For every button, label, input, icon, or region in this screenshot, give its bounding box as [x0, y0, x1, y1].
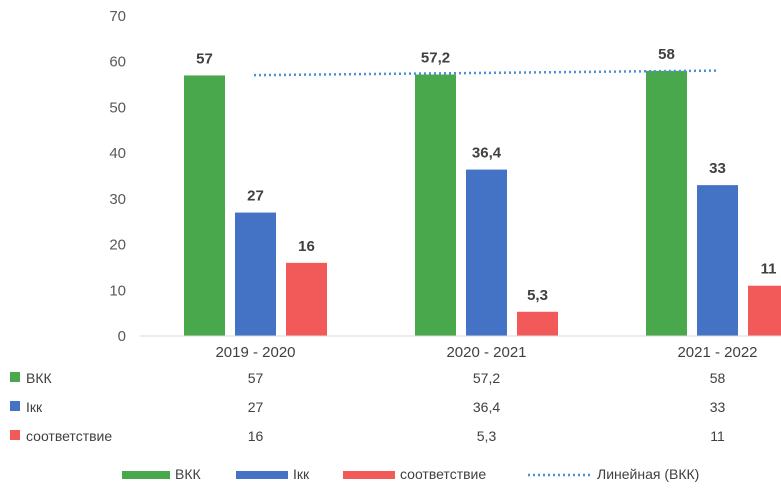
legend-label: соответствие	[400, 466, 486, 482]
bar	[748, 285, 781, 336]
y-tick-label: 40	[109, 145, 126, 162]
trendline	[253, 69, 719, 77]
category-labels: 2019 - 2020 2020 - 2021 2021 - 2022	[140, 335, 781, 361]
legend-swatch	[343, 471, 395, 479]
bar	[184, 75, 225, 336]
y-tick-label: 60	[109, 54, 126, 71]
y-tick-label: 30	[109, 191, 126, 208]
table-row-label: соответствие	[26, 428, 112, 444]
data-label: 57,2	[421, 50, 450, 67]
legend-swatch	[122, 471, 170, 479]
table-cell: 5,3	[477, 428, 497, 444]
table-row-label: ВКК	[26, 370, 52, 386]
data-label: 11	[761, 261, 777, 278]
data-label: 57	[196, 50, 213, 67]
y-tick-label: 70	[109, 8, 126, 25]
data-labels: 57 57,2 58 27 36,4 33 16 5,3 11	[196, 46, 776, 304]
table-cell: 57	[248, 370, 264, 386]
legend-label: ВКК	[175, 466, 201, 482]
table-cell: 11	[710, 428, 725, 444]
bar	[466, 169, 507, 336]
y-tick-label: 50	[109, 99, 126, 116]
legend: ВКК Iкк соответствие Линейная (ВКК)	[122, 466, 699, 482]
legend-label: Линейная (ВКК)	[597, 466, 699, 482]
trendline-path	[253, 69, 719, 77]
bar	[415, 74, 456, 336]
table-cell: 33	[710, 399, 726, 415]
bar	[697, 185, 738, 336]
x-tick-label: 2020 - 2021	[446, 344, 526, 361]
table-legend-key	[10, 430, 20, 440]
y-tick-label: 10	[109, 282, 126, 299]
data-table: ВКК 57 57,2 58 Iкк 27 36,4 33 соответствие 16 5,3 1…	[10, 370, 725, 444]
data-label: 36,4	[472, 145, 502, 162]
table-cell: 27	[248, 399, 264, 415]
bar	[286, 262, 327, 336]
legend-swatch	[236, 471, 288, 479]
x-tick-label: 2019 - 2020	[215, 344, 295, 361]
data-label: 58	[658, 46, 675, 63]
y-tick-label: 0	[118, 328, 126, 345]
table-row-label: Iкк	[26, 399, 43, 415]
bar	[517, 311, 558, 336]
data-label: 33	[709, 160, 726, 177]
y-axis: 0 10 20 30 40 50 60 70	[109, 8, 126, 345]
bar	[235, 212, 276, 336]
data-label: 5,3	[527, 287, 548, 304]
table-legend-key	[10, 372, 20, 382]
table-cell: 36,4	[473, 399, 500, 415]
y-tick-label: 20	[109, 237, 126, 254]
x-tick-label: 2021 - 2022	[677, 344, 757, 361]
legend-label: Iкк	[293, 466, 310, 482]
table-cell: 16	[248, 428, 264, 444]
table-cell: 57,2	[473, 370, 500, 386]
data-label: 16	[298, 238, 315, 255]
bar	[646, 70, 687, 336]
bars	[184, 70, 781, 336]
table-cell: 58	[710, 370, 726, 386]
data-label: 27	[247, 188, 264, 205]
table-legend-key	[10, 401, 20, 411]
